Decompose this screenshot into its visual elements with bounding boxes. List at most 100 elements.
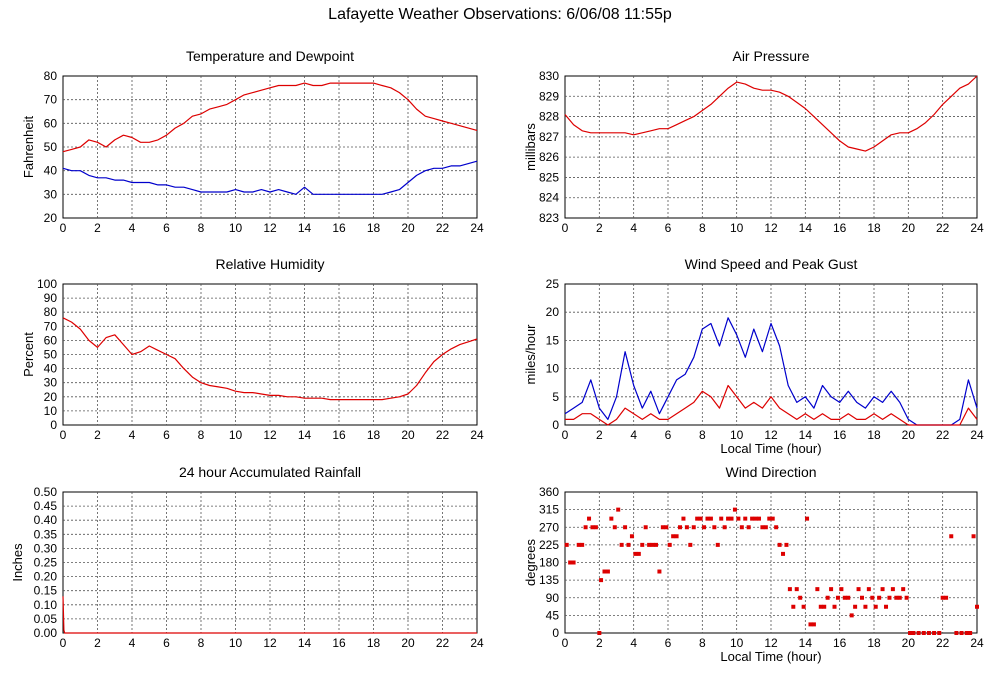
- y-tick-label: 80: [44, 69, 58, 83]
- x-tick-label: 4: [630, 428, 637, 442]
- data-point: [777, 542, 782, 547]
- y-tick-label: 10: [44, 404, 58, 418]
- x-tick-label: 20: [401, 428, 415, 442]
- data-point: [897, 595, 902, 600]
- data-point: [763, 525, 768, 530]
- data-point: [599, 578, 604, 583]
- data-point: [971, 534, 976, 539]
- x-tick-label: 24: [470, 636, 484, 650]
- data-point: [815, 587, 820, 592]
- data-point: [959, 631, 964, 635]
- data-point: [770, 516, 775, 521]
- x-tick-label: 12: [764, 221, 778, 235]
- x-tick-label: 22: [436, 428, 450, 442]
- plot-frame: [564, 75, 978, 219]
- data-point: [911, 631, 916, 635]
- relative-humidity-panel: 0 2 4 6 8 10 12 14 16 18 20 22 240102030405060708090…: [21, 256, 484, 442]
- x-tick-label: 6: [163, 636, 170, 650]
- data-point: [640, 542, 645, 547]
- y-tick-label: 15: [546, 333, 560, 347]
- y-tick-label: 80: [44, 305, 58, 319]
- data-point: [619, 542, 624, 547]
- y-tick-label: 180: [539, 556, 559, 570]
- data-point: [636, 551, 641, 556]
- data-point: [609, 516, 614, 521]
- data-point: [681, 516, 686, 521]
- x-tick-label: 8: [198, 636, 205, 650]
- data-point: [576, 542, 581, 547]
- air-pressure-panel: 0 2 4 6 8 10 12 14 16 18 20 22 248238248258268278288…: [523, 48, 984, 235]
- x-tick-label: 14: [298, 636, 312, 650]
- data-point: [753, 516, 758, 521]
- data-point: [719, 516, 724, 521]
- data-point: [629, 534, 634, 539]
- data-point: [818, 604, 823, 609]
- y-axis-label: Fahrenheit: [21, 116, 36, 179]
- x-tick-label: 0: [60, 428, 67, 442]
- x-tick-label: 22: [436, 636, 450, 650]
- y-tick-label: 0: [552, 626, 559, 640]
- y-tick-label: 824: [539, 191, 559, 205]
- y-tick-label: 0.40: [34, 513, 58, 527]
- y-tick-label: 60: [44, 116, 58, 130]
- x-tick-label: 4: [129, 636, 136, 650]
- x-tick-label: 10: [730, 636, 744, 650]
- data-point: [964, 631, 969, 635]
- y-tick-label: 10: [546, 362, 560, 376]
- chart-title: Temperature and Dewpoint: [186, 48, 354, 64]
- series-line-red: [564, 75, 978, 152]
- x-tick-label: 22: [936, 428, 950, 442]
- y-tick-label: 40: [44, 164, 58, 178]
- x-tick-label: 2: [94, 636, 101, 650]
- data-point: [781, 551, 786, 556]
- x-tick-label: 6: [665, 636, 672, 650]
- data-point: [866, 587, 871, 592]
- data-point: [564, 542, 569, 547]
- y-tick-label: 135: [539, 573, 559, 587]
- y-tick-label: 0.15: [34, 584, 58, 598]
- x-tick-label: 4: [129, 428, 136, 442]
- data-point: [750, 516, 755, 521]
- data-point: [593, 525, 598, 530]
- y-axis-label: degrees: [523, 539, 538, 586]
- x-tick-label: 24: [470, 221, 484, 235]
- data-point: [612, 525, 617, 530]
- x-tick-label: 6: [665, 221, 672, 235]
- data-point: [798, 595, 803, 600]
- data-point: [873, 604, 878, 609]
- data-point: [626, 542, 631, 547]
- data-point: [839, 587, 844, 592]
- y-tick-label: 830: [539, 69, 559, 83]
- data-point: [849, 613, 854, 618]
- series-line-red: [62, 596, 477, 634]
- data-point: [647, 542, 652, 547]
- data-point: [708, 516, 713, 521]
- data-point: [739, 525, 744, 530]
- y-tick-label: 315: [539, 503, 559, 517]
- data-point: [975, 604, 979, 609]
- y-tick-label: 0.10: [34, 598, 58, 612]
- data-point: [590, 525, 595, 530]
- x-tick-label: 2: [596, 636, 603, 650]
- x-tick-label: 12: [263, 428, 277, 442]
- x-tick-label: 16: [833, 428, 847, 442]
- x-tick-label: 24: [970, 428, 984, 442]
- data-point: [715, 542, 720, 547]
- data-point: [856, 587, 861, 592]
- y-tick-label: 20: [44, 211, 58, 225]
- y-tick-label: 0.20: [34, 570, 58, 584]
- chart-title: Wind Direction: [725, 464, 816, 480]
- y-tick-label: 270: [539, 520, 559, 534]
- y-tick-label: 5: [552, 390, 559, 404]
- y-tick-label: 70: [44, 93, 58, 107]
- data-point: [684, 525, 689, 530]
- y-tick-label: 20: [546, 305, 560, 319]
- data-point: [894, 595, 899, 600]
- data-point: [743, 516, 748, 521]
- data-point: [801, 604, 806, 609]
- data-point: [767, 516, 772, 521]
- data-point: [571, 560, 576, 565]
- data-point: [726, 516, 731, 521]
- data-point: [904, 595, 909, 600]
- data-point: [633, 551, 638, 556]
